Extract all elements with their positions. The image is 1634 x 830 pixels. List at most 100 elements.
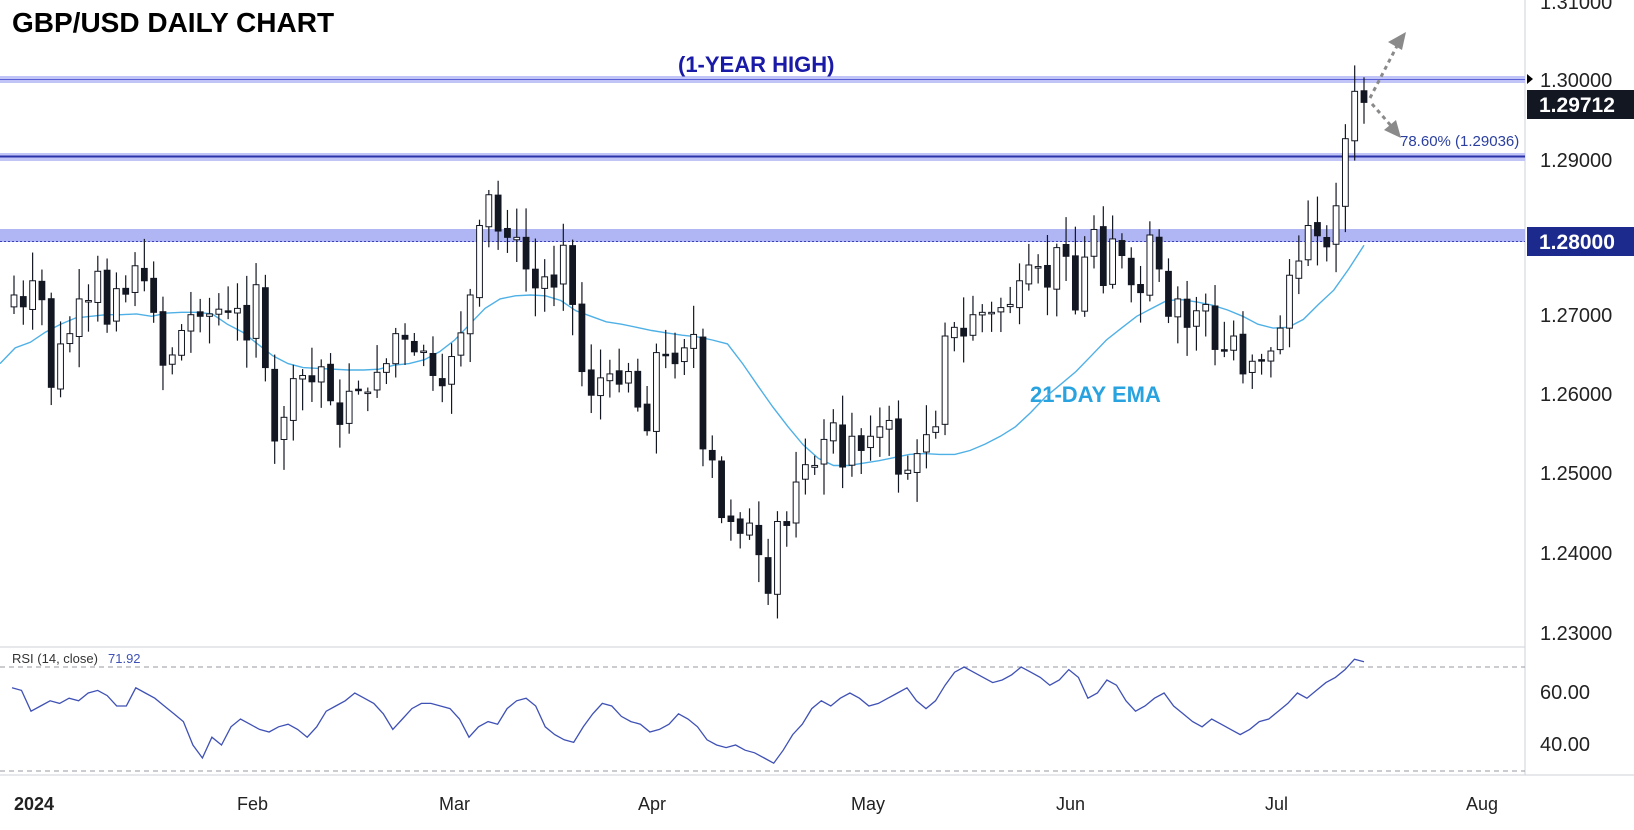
candle-body [1332,205,1340,245]
candle-body [1248,360,1256,373]
candle-body [746,522,753,536]
candle-body [410,340,418,353]
candle-body [885,419,893,430]
candle-body [336,402,344,425]
candle-body [662,353,670,357]
key-level-text: 1.28000 [1539,231,1615,254]
candle-body [764,557,772,594]
y-tick-1-29: 1.29000 [1540,150,1612,172]
projection-arrows [1368,32,1406,138]
candle-body [206,313,213,317]
candle-body [1118,240,1126,257]
candle-body [550,274,558,288]
rsi-line-layer [11,658,1365,765]
candle-body [131,265,139,293]
candle-body [1267,350,1275,362]
rsi-legend: RSI (14, close) [12,651,98,666]
candle-body [606,373,614,382]
candle-body [261,287,269,369]
candle-body [932,426,940,433]
candle-body [327,363,334,402]
candle-body [150,277,158,313]
candle-body [457,332,465,356]
price-axis: 1.31000 1.30000 1.29000 1.26000 1.27000 … [1527,0,1612,645]
candle-body [559,244,567,285]
y-tick-1-23: 1.23000 [1540,623,1612,645]
candle-body [1034,266,1042,269]
candle-body [895,418,902,475]
candle-body [476,225,483,299]
x-tick-may: May [851,794,885,814]
rsi-legend-value: 71.92 [108,651,141,666]
candle-body [1006,303,1014,308]
candle-body [988,311,995,315]
candle-body [1090,228,1098,257]
candle-body [913,453,921,473]
x-tick-jul: Jul [1265,794,1288,814]
x-tick-aug: Aug [1466,794,1498,814]
candle-body [1109,238,1117,285]
candle-body [252,284,260,339]
candle-body [438,378,446,387]
candle-body [839,424,847,468]
time-axis: 2024 Feb Mar Apr May Jun Jul Aug [14,794,1498,814]
candle-body [597,377,604,397]
candle-body [680,347,688,363]
candle-body [271,368,279,442]
candle-body [215,308,223,315]
candle-body [187,314,195,332]
one-year-high-label: (1-YEAR HIGH) [678,52,834,77]
y-tick-1-24: 1.24000 [1540,543,1612,565]
candle-body [522,236,530,270]
candle-body [504,227,511,238]
candle-body [960,327,968,337]
candle-body [1071,255,1079,311]
candle-body [420,350,428,354]
candle-body [531,268,539,289]
candle-body [448,356,455,385]
candle-body [867,435,874,449]
chart-title: GBP/USD DAILY CHART [12,7,334,38]
candle-body [876,426,884,438]
candle-body [38,280,46,301]
candle-body [168,354,176,365]
candle-body [950,326,958,339]
candle-body [829,422,837,442]
candle-body [923,434,930,453]
current-price-badge: 1.29712 [1527,90,1634,119]
candle-body [392,333,400,365]
candle-body [19,296,27,308]
candle-body [1053,247,1061,290]
candle-body [234,307,241,314]
candle-body [643,403,651,432]
candle-body [140,267,148,282]
candle-body [941,335,949,425]
x-tick-jun: Jun [1056,794,1085,814]
candle-body [345,390,353,424]
candle-body [10,294,18,308]
x-tick-apr: Apr [638,794,666,814]
candle-body [1174,298,1182,318]
x-tick-mar: Mar [439,794,470,814]
candle-body [29,280,37,310]
candle-body [727,515,735,523]
candle-body [57,343,64,390]
candle-body [317,366,325,383]
candle-body [820,438,828,465]
y-tick-1-30: 1.30000 [1540,70,1612,92]
candle-body [1341,138,1349,207]
candle-body [578,303,586,373]
candle-body [1295,260,1303,279]
candle-body [1183,298,1191,328]
candle-body [113,288,120,322]
candle-body [280,416,288,440]
y-tick-1-25: 1.25000 [1540,463,1612,485]
ema-label: 21-DAY EMA [1030,382,1161,407]
rsi-pane: RSI (14, close) 71.92 60.00 40.00 [0,651,1590,772]
candle-body [401,334,409,340]
candle-body [85,300,92,303]
candle-body [1081,256,1089,312]
candle-body [75,298,83,337]
candle-body [1360,90,1368,103]
y-tick-1-27: 1.27000 [1540,305,1612,327]
